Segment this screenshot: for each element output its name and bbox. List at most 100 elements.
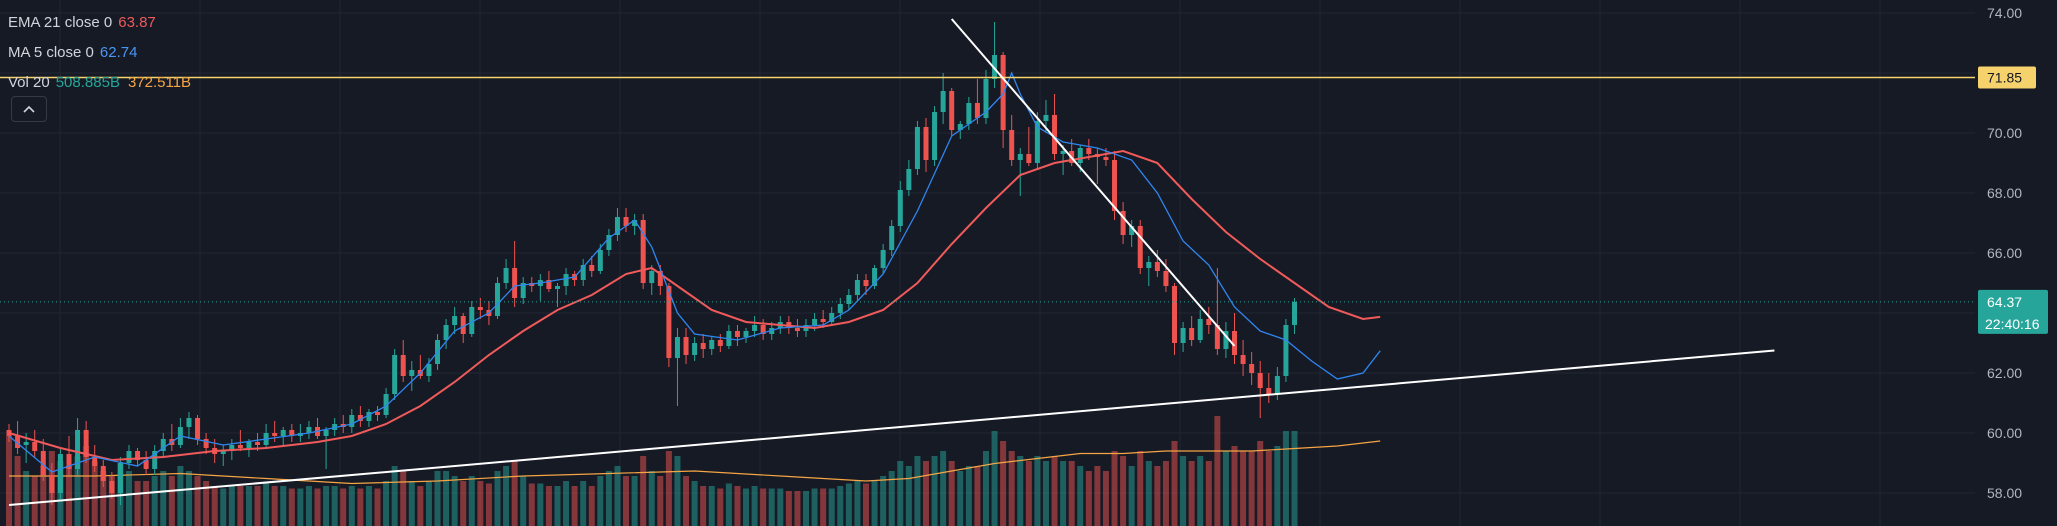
candle-body: [357, 415, 363, 421]
volume-bar: [340, 488, 347, 526]
drawings[interactable]: [0, 18, 1975, 506]
candle-body: [32, 442, 38, 451]
volume-bar: [151, 476, 158, 526]
collapse-legend-button[interactable]: [11, 96, 47, 122]
candle-body: [520, 283, 526, 298]
volume-bar: [1240, 451, 1247, 526]
volume-bar: [468, 476, 475, 526]
volume-bar: [605, 471, 612, 526]
volume-bar: [443, 471, 450, 526]
volume-bar: [1274, 446, 1281, 526]
volume-bar: [83, 446, 90, 526]
candle-body: [734, 331, 740, 337]
candle-body: [469, 307, 475, 334]
volume-bar: [614, 466, 621, 526]
volume-bar: [1128, 466, 1135, 526]
candle-body: [460, 316, 466, 334]
candle-body: [220, 451, 226, 454]
volume-bar: [897, 461, 904, 526]
volume-bar: [417, 486, 424, 526]
volume-bar: [220, 488, 227, 526]
candle-body: [683, 337, 689, 355]
ema-legend[interactable]: EMA 21 close 0 63.87: [8, 8, 191, 38]
volume-bar: [991, 431, 998, 526]
candle-body: [974, 103, 980, 118]
candle-body: [666, 286, 672, 358]
candle-body: [940, 91, 946, 112]
volume-bar: [1145, 461, 1152, 526]
candle-body: [109, 481, 115, 493]
candle-body: [597, 250, 603, 271]
candle-body: [1137, 226, 1143, 268]
ma-legend[interactable]: MA 5 close 0 62.74: [8, 38, 191, 68]
candle-body: [117, 463, 123, 493]
vol-legend[interactable]: Vol 20 508.885B 372.511B: [8, 68, 191, 98]
volume-bar: [665, 451, 672, 526]
candle-body: [203, 439, 209, 448]
candle-body: [1146, 262, 1152, 268]
volume-bar: [1068, 461, 1075, 526]
vol-legend-label: Vol 20: [8, 74, 50, 91]
volume-bar: [674, 456, 681, 526]
candle-body: [949, 91, 955, 130]
volume-bar: [1102, 471, 1109, 526]
price-tick-label: 60.00: [1987, 425, 2022, 441]
candle-body: [49, 475, 55, 493]
candle-body: [700, 343, 706, 349]
price-axis[interactable]: 74.0072.0070.0068.0066.0064.0062.0060.00…: [1978, 5, 2048, 501]
candle-body: [657, 271, 663, 286]
volume-bar: [785, 491, 792, 526]
volume-bar: [323, 486, 330, 526]
volume-bar: [1205, 461, 1212, 526]
candle-body: [443, 325, 449, 340]
volume-bar: [143, 481, 150, 526]
volume-bar: [1231, 446, 1238, 526]
candle-body: [743, 331, 749, 337]
volume-bar: [14, 456, 21, 526]
volume-bar: [803, 491, 810, 526]
candle-body: [923, 127, 929, 160]
volume-bar: [485, 483, 492, 526]
volume-bar: [383, 481, 390, 526]
volume-bar: [297, 488, 304, 526]
level-badge: [1978, 66, 2036, 89]
volume-bar: [168, 476, 175, 526]
candle-body: [229, 445, 235, 451]
candle-body: [1154, 262, 1160, 271]
candle-body: [160, 439, 166, 451]
ema-legend-label: EMA 21 close 0: [8, 14, 113, 31]
volume-bars: [6, 416, 1298, 526]
volume-bar: [74, 456, 81, 526]
grid-lines: [0, 0, 1975, 526]
candle-body: [829, 313, 835, 322]
volume-bar: [597, 476, 604, 526]
volume-bar: [965, 466, 972, 526]
candle-body: [152, 451, 158, 469]
volume-bar: [211, 486, 218, 526]
volume-bar: [657, 476, 664, 526]
price-tick-label: 74.00: [1987, 5, 2022, 21]
candle-body: [1009, 130, 1015, 160]
volume-bar: [1257, 441, 1264, 526]
ma-legend-value: 62.74: [99, 44, 138, 61]
volume-bar: [580, 481, 587, 526]
candle-body: [794, 328, 800, 331]
volume-bar: [425, 481, 432, 526]
volume-bar: [1137, 451, 1144, 526]
price-badge: [1978, 289, 2048, 334]
candle-body: [426, 364, 432, 376]
volume-bar: [23, 471, 30, 526]
volume-bar: [845, 483, 852, 526]
candle-body: [1077, 148, 1083, 163]
price-tick-label: 62.00: [1987, 365, 2022, 381]
volume-bar: [880, 476, 887, 526]
volume-bar: [777, 488, 784, 526]
candle-body: [1103, 157, 1109, 160]
volume-bar: [957, 471, 964, 526]
candle-body: [846, 295, 852, 304]
price-tick-label: 70.00: [1987, 125, 2022, 141]
volume-bar: [408, 481, 415, 526]
volume-bar: [40, 466, 47, 526]
